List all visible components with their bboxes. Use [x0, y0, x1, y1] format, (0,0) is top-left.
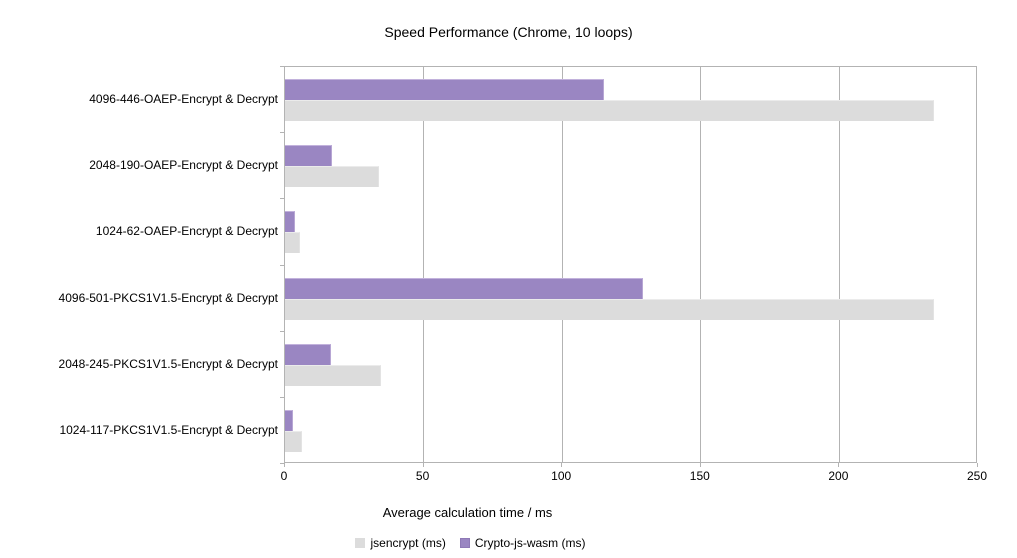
- x-tick-label: 200: [828, 469, 849, 483]
- chart-title: Speed Performance (Chrome, 10 loops): [384, 24, 633, 40]
- gridline-150: [700, 67, 702, 462]
- category-label: 4096-501-PKCS1V1.5-Encrypt & Decrypt: [58, 290, 278, 305]
- legend-swatch-icon: [459, 538, 470, 548]
- x-tick-label: 50: [415, 469, 430, 483]
- category-label: 2048-245-PKCS1V1.5-Encrypt & Decrypt: [58, 356, 278, 371]
- x-axis-tick-mark: [699, 463, 701, 467]
- y-axis-tick-mark: [280, 330, 284, 332]
- y-axis-tick-mark: [280, 132, 284, 134]
- x-axis-tick-mark: [561, 463, 563, 467]
- bar-jsencrypt: [285, 430, 302, 452]
- y-axis-tick-mark: [280, 463, 284, 464]
- x-axis-tick-mark: [284, 463, 285, 467]
- legend-label: Crypto-js-wasm (ms): [474, 536, 586, 550]
- bar-crypto-js-wasm: [285, 145, 333, 167]
- legend-label: jsencrypt (ms): [370, 536, 446, 550]
- bar-jsencrypt: [285, 298, 934, 320]
- y-axis-tick-mark: [280, 264, 284, 266]
- bar-crypto-js-wasm: [285, 343, 331, 365]
- x-tick-label: 0: [280, 469, 288, 483]
- x-tick-label: 250: [966, 469, 988, 483]
- x-axis-title: Average calculation time / ms: [382, 505, 553, 520]
- category-label: 1024-62-OAEP-Encrypt & Decrypt: [95, 224, 278, 239]
- x-axis-tick-mark: [422, 463, 424, 467]
- gridline-50: [423, 67, 425, 462]
- y-axis-tick-mark: [280, 396, 284, 398]
- bar-jsencrypt: [285, 100, 934, 122]
- bar-crypto-js-wasm: [285, 409, 294, 431]
- plot-area: [284, 66, 977, 463]
- y-axis-tick-mark: [280, 198, 284, 200]
- x-axis-tick-mark: [838, 463, 840, 467]
- legend: jsencrypt (ms) Crypto-js-wasm (ms): [0, 536, 979, 550]
- bar-jsencrypt: [285, 166, 380, 188]
- legend-item: jsencrypt (ms): [355, 536, 446, 550]
- y-axis-tick-mark: [280, 66, 284, 67]
- gridline-100: [561, 67, 563, 462]
- bar-crypto-js-wasm: [285, 277, 643, 299]
- gridline-200: [838, 67, 840, 462]
- bar-crypto-js-wasm: [285, 79, 604, 101]
- category-label: 1024-117-PKCS1V1.5-Encrypt & Decrypt: [59, 422, 278, 437]
- bar-jsencrypt: [285, 364, 381, 386]
- bar-jsencrypt: [285, 232, 301, 254]
- x-axis-tick-mark: [977, 463, 978, 467]
- x-tick-label: 150: [689, 469, 710, 483]
- legend-swatch-icon: [355, 538, 366, 548]
- x-tick-label: 100: [551, 469, 572, 483]
- legend-item: Crypto-js-wasm (ms): [459, 536, 586, 550]
- category-label: 4096-446-OAEP-Encrypt & Decrypt: [89, 92, 278, 107]
- category-label: 2048-190-OAEP-Encrypt & Decrypt: [89, 158, 278, 173]
- bar-crypto-js-wasm: [285, 211, 295, 233]
